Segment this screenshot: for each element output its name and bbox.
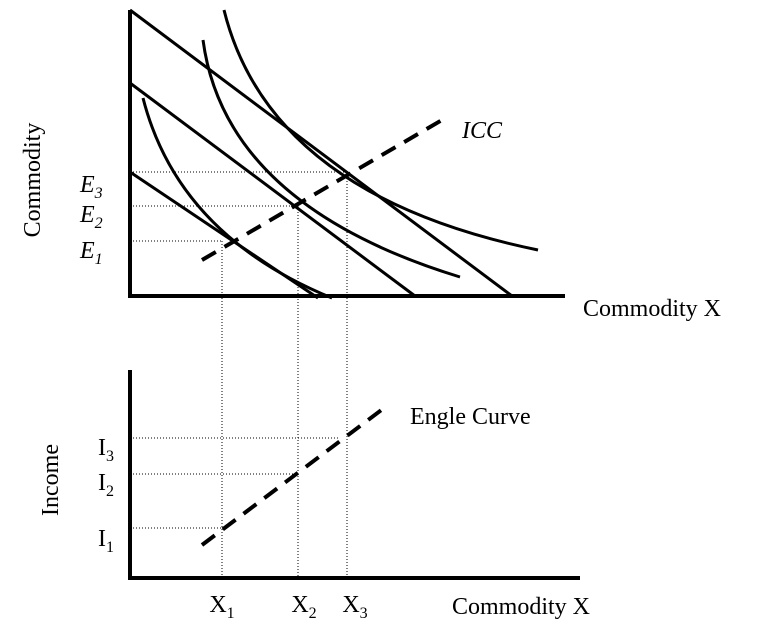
level-label: E3	[79, 172, 103, 202]
curve-label: ICC	[461, 118, 503, 144]
letter: I	[98, 470, 106, 496]
x-mark: X3	[342, 592, 367, 622]
letter: E	[79, 172, 95, 198]
letter: X	[342, 592, 359, 618]
sub: 2	[95, 215, 103, 232]
x-label: Commodity X	[583, 296, 721, 322]
curve-label: Engle Curve	[410, 404, 531, 430]
letter: I	[98, 526, 106, 552]
sub: 1	[95, 251, 103, 268]
y-label: Commodity	[20, 123, 46, 238]
indifference-curve	[201, 39, 461, 279]
level-label: I3	[98, 435, 114, 465]
letter: I	[98, 435, 106, 461]
y-label: Income	[38, 444, 64, 516]
level-label: I1	[98, 526, 114, 556]
sub: 2	[106, 483, 114, 500]
letter: E	[79, 238, 95, 264]
icc-line	[200, 118, 444, 262]
x-mark: X2	[291, 592, 316, 622]
budget-line	[129, 81, 416, 298]
letter: E	[79, 202, 95, 228]
level-label: E2	[79, 202, 103, 232]
budget-line	[129, 8, 513, 298]
x-label: Commodity X	[452, 594, 590, 620]
sub: 1	[227, 605, 235, 622]
sub: 2	[309, 605, 317, 622]
sub: 3	[106, 448, 114, 465]
engle-curve	[200, 403, 390, 547]
letter: X	[291, 592, 308, 618]
sub: 3	[360, 605, 368, 622]
indifference-curve	[222, 9, 539, 252]
indifference-curve	[141, 97, 333, 300]
level-label: I2	[98, 470, 114, 500]
level-label: E1	[79, 238, 103, 268]
x-mark: X1	[209, 592, 234, 622]
sub: 3	[94, 185, 103, 202]
letter: X	[209, 592, 226, 618]
sub: 1	[106, 539, 114, 556]
